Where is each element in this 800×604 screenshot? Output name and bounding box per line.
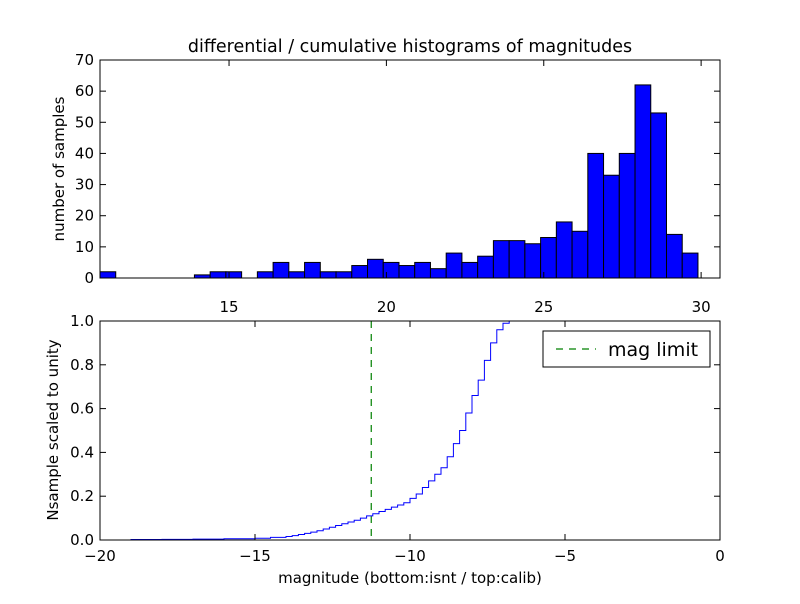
histogram-bar xyxy=(209,271,227,279)
cumulative-panel: −20 −15 −10 −5 0 0.0 0.2 0.4 0.6 0.8 1.0 magnitud… xyxy=(44,312,725,587)
histogram-y-tick-label: 70 xyxy=(75,51,94,69)
cumulative-y-tick-label: 0.6 xyxy=(70,400,94,418)
histogram-bar xyxy=(492,240,510,279)
cumulative-y-ticks: 0.0 0.2 0.4 0.6 0.8 1.0 xyxy=(70,312,720,549)
histogram-bar xyxy=(665,233,683,279)
histogram-bar xyxy=(571,230,589,279)
histogram-bar xyxy=(429,268,447,279)
histogram-y-tick-label: 0 xyxy=(84,269,94,287)
histogram-bar xyxy=(304,261,321,279)
histogram-bar xyxy=(650,112,667,279)
cumulative-y-tick-label: 1.0 xyxy=(70,312,94,330)
histogram-bar xyxy=(540,237,557,279)
histogram-bar xyxy=(524,243,542,279)
cumulative-x-axis-label: magnitude (bottom:isnt / top:calib) xyxy=(278,569,542,587)
cumulative-y-tick-label: 0.2 xyxy=(70,487,94,505)
histogram-y-ticks: 0 10 20 30 40 50 60 70 xyxy=(75,51,720,287)
histogram-y-tick-label: 30 xyxy=(75,176,94,194)
histogram-bar xyxy=(618,152,636,279)
cumulative-x-ticks: −20 −15 −10 −5 0 xyxy=(84,321,725,565)
legend: mag limit xyxy=(542,330,711,368)
histogram-bar xyxy=(477,255,494,279)
histogram-bar xyxy=(288,271,306,279)
histogram-bar xyxy=(398,265,416,279)
histogram-x-tick-label: 15 xyxy=(219,298,238,316)
histogram-panel: differential / cumulative histograms of … xyxy=(50,37,721,316)
histogram-frame xyxy=(99,59,721,279)
histogram-bar xyxy=(461,261,479,279)
cumulative-x-tick-label: −10 xyxy=(394,547,426,565)
histogram-y-axis-label: number of samples xyxy=(50,96,68,241)
cumulative-y-axis-label: Nsample scaled to unity xyxy=(44,339,62,520)
cumulative-y-tick-label: 0.8 xyxy=(70,356,94,374)
legend-mag-limit-label: mag limit xyxy=(608,339,698,361)
histogram-bar xyxy=(508,240,526,279)
cumulative-y-tick-label: 0.0 xyxy=(70,531,94,549)
histogram-x-tick-label: 30 xyxy=(692,298,711,316)
histogram-title: differential / cumulative histograms of … xyxy=(188,37,632,57)
histogram-x-tick-label: 20 xyxy=(377,298,396,316)
histogram-x-ticks: 15 20 25 30 xyxy=(219,60,711,316)
histogram-bar xyxy=(225,271,243,279)
histogram-bar xyxy=(587,152,605,279)
histogram-bar xyxy=(367,258,384,279)
histogram-y-tick-label: 20 xyxy=(75,207,94,225)
histogram-y-tick-label: 40 xyxy=(75,144,94,162)
histogram-y-tick-label: 10 xyxy=(75,238,94,256)
histogram-bar xyxy=(681,252,699,279)
histogram-bar xyxy=(634,84,652,279)
histogram-bars xyxy=(99,84,699,279)
histogram-bar xyxy=(272,261,290,279)
histogram-bar xyxy=(555,221,573,279)
cumulative-x-tick-label: −5 xyxy=(554,547,576,565)
cumulative-x-tick-label: −20 xyxy=(84,547,116,565)
histogram-bar xyxy=(99,271,117,279)
histogram-y-tick-label: 50 xyxy=(75,113,94,131)
histogram-y-tick-label: 60 xyxy=(75,82,94,100)
cumulative-frame xyxy=(99,320,721,541)
histogram-x-tick-label: 25 xyxy=(534,298,553,316)
histogram-bar xyxy=(335,271,353,279)
histogram-bar xyxy=(256,271,274,279)
histogram-bar xyxy=(414,261,431,279)
cumulative-step-line xyxy=(100,320,720,541)
cumulative-x-tick-label: 0 xyxy=(715,547,725,565)
histogram-bar xyxy=(603,174,620,279)
cumulative-x-tick-label: −15 xyxy=(239,547,271,565)
histogram-bar xyxy=(351,265,369,279)
histogram-bar xyxy=(445,252,463,279)
histogram-bar xyxy=(382,261,400,279)
histogram-bar xyxy=(319,271,337,279)
cumulative-y-tick-label: 0.4 xyxy=(70,443,94,461)
